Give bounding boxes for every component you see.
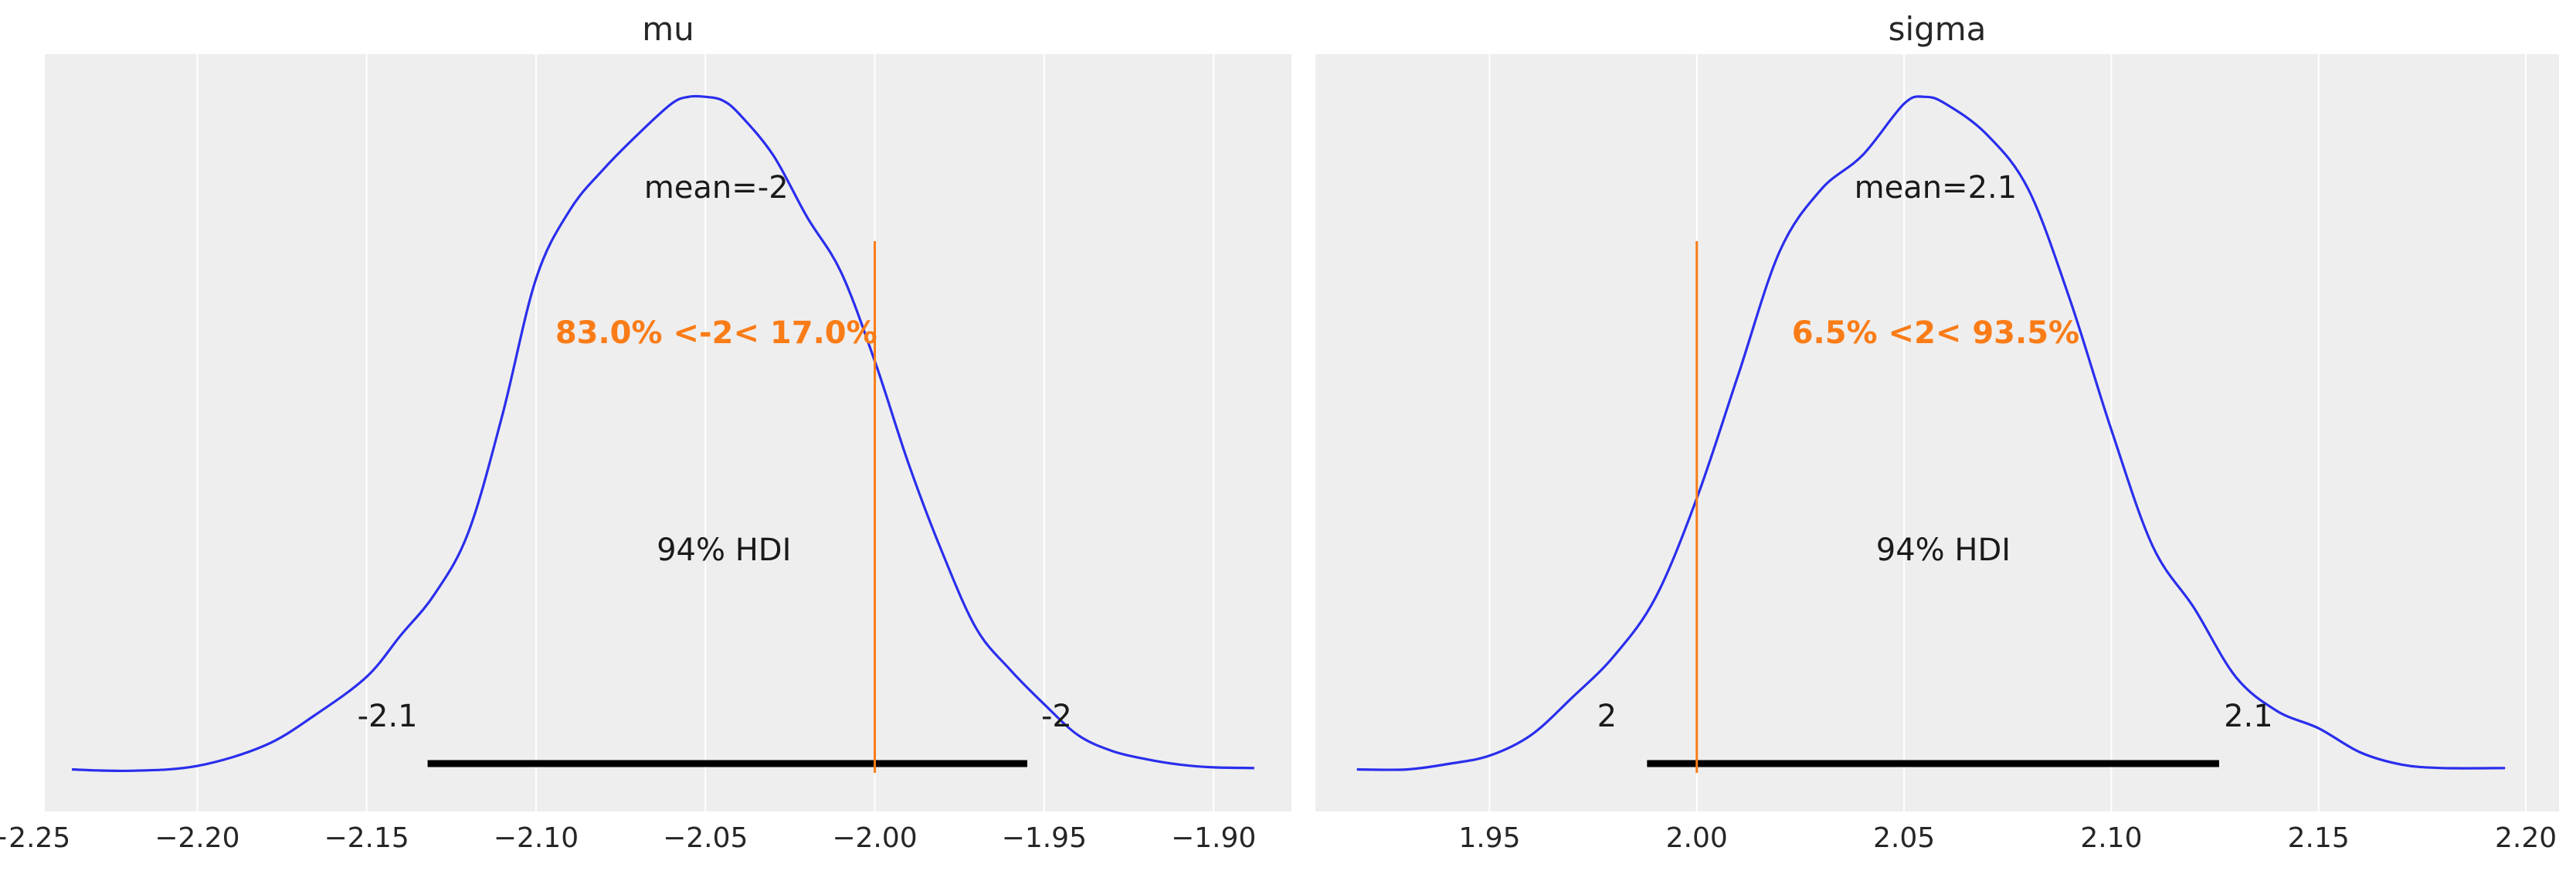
panel-title: mu [642,10,694,48]
x-tick-label: −2.05 [663,822,748,854]
x-tick-label: −2.20 [154,822,239,854]
x-tick-label: 2.20 [2495,822,2557,854]
panel-sigma: 1.95 2.00 2.05 2.10 2.15 2.20 sigma mean=2.1 … [1315,10,2559,854]
axes-background [1315,54,2559,811]
mean-label: mean=2.1 [1855,170,2018,206]
panel-title: sigma [1889,10,1987,48]
hdi-prob-label: 94% HDI [1876,532,2011,568]
x-tick-label: −2.00 [832,822,917,854]
x-tick-label: 2.00 [1666,822,1728,854]
kde-curve [1356,95,2506,771]
x-tick-label: −2.10 [494,822,579,854]
hdi-high-label: -2 [1041,699,1072,734]
panel-mu: −2.25 −2.20 −2.15 −2.10 −2.05 −2.00 −1.95 −1.90… [0,10,1291,854]
hdi-high-label: 2.1 [2224,699,2273,734]
x-tick-label: 1.95 [1458,822,1520,854]
x-tick-label: −2.25 [0,822,70,854]
reference-label: 6.5% <2< 93.5% [1792,315,2079,351]
hdi-low-label: 2 [1597,699,1617,734]
x-tick-label: −1.95 [1002,822,1087,854]
x-tick-label: 2.10 [2080,822,2142,854]
axes-background [45,54,1291,811]
reference-label: 83.0% <-2< 17.0% [555,315,877,351]
hdi-low-label: -2.1 [358,699,418,734]
mean-label: mean=-2 [644,170,789,206]
x-tick-label: 2.05 [1873,822,1935,854]
kde-curve [72,94,1254,773]
hdi-prob-label: 94% HDI [657,532,791,568]
x-tick-label: −1.90 [1171,822,1256,854]
x-tick-label: 2.15 [2288,822,2350,854]
x-tick-labels: −2.25 −2.20 −2.15 −2.10 −2.05 −2.00 −1.95 −1.90 [0,822,1256,854]
x-tick-labels: 1.95 2.00 2.05 2.10 2.15 2.20 [1458,822,2557,854]
x-tick-label: −2.15 [324,822,409,854]
